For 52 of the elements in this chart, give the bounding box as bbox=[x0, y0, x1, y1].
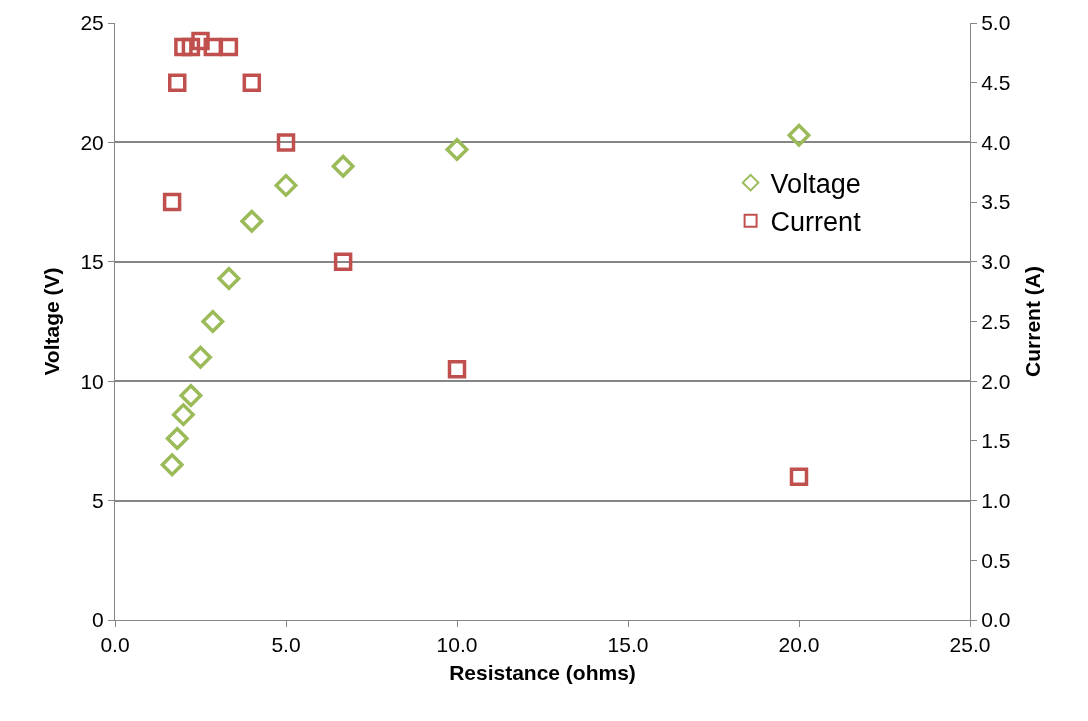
y2-tick-label: 2.5 bbox=[981, 309, 1011, 333]
point bbox=[217, 267, 241, 291]
point bbox=[181, 37, 201, 57]
y-tick-label: 5 bbox=[92, 488, 104, 512]
point bbox=[333, 252, 353, 272]
point bbox=[179, 384, 203, 408]
y-tick-label: 10 bbox=[80, 369, 104, 393]
point bbox=[165, 427, 189, 451]
point bbox=[191, 31, 210, 51]
x-tick-label: 0.0 bbox=[100, 633, 130, 657]
point bbox=[331, 154, 355, 178]
point bbox=[240, 209, 264, 233]
point bbox=[447, 360, 467, 379]
y2-axis-title: Current (A) bbox=[1020, 266, 1044, 377]
y2-tick-label: 4.0 bbox=[981, 130, 1011, 154]
point bbox=[787, 123, 811, 147]
y2-tick-label: 4.5 bbox=[981, 71, 1011, 95]
y2-tick-label: 2.0 bbox=[981, 369, 1011, 393]
point bbox=[274, 173, 298, 197]
y2-tick-label: 1.0 bbox=[981, 488, 1011, 512]
x-tick-label: 15.0 bbox=[607, 633, 649, 657]
y2-tick-label: 0.5 bbox=[981, 548, 1011, 572]
y-tick-label: 20 bbox=[80, 130, 104, 154]
x-tick-label: 10.0 bbox=[436, 633, 478, 657]
y-axis-title: Voltage (V) bbox=[39, 267, 63, 376]
x-tick-label: 20.0 bbox=[778, 633, 820, 657]
y2-tick-label: 3.5 bbox=[981, 190, 1011, 214]
y2-tick-label: 5.0 bbox=[981, 11, 1011, 35]
y-tick-label: 15 bbox=[80, 250, 104, 274]
y2-tick-label: 3.0 bbox=[981, 250, 1011, 274]
legend-label: Voltage bbox=[770, 169, 861, 200]
point bbox=[189, 345, 212, 369]
point bbox=[201, 310, 225, 333]
y2-tick-label: 0.0 bbox=[981, 608, 1011, 632]
point bbox=[445, 138, 469, 162]
point bbox=[789, 467, 809, 486]
legend-label: Current bbox=[770, 207, 862, 238]
point bbox=[171, 403, 195, 427]
x-axis-title: Resistance (ohms) bbox=[449, 661, 636, 685]
y-tick-label: 25 bbox=[80, 11, 104, 35]
point bbox=[242, 73, 262, 92]
point bbox=[174, 37, 193, 57]
x-tick-label: 25.0 bbox=[949, 633, 991, 657]
point bbox=[276, 133, 296, 152]
point bbox=[162, 192, 182, 212]
point bbox=[167, 73, 187, 92]
y-tick-label: 0 bbox=[92, 608, 104, 632]
point bbox=[160, 453, 184, 477]
point bbox=[219, 37, 239, 57]
y2-tick-label: 1.5 bbox=[981, 429, 1011, 453]
point bbox=[203, 37, 223, 57]
x-tick-label: 5.0 bbox=[271, 633, 301, 657]
